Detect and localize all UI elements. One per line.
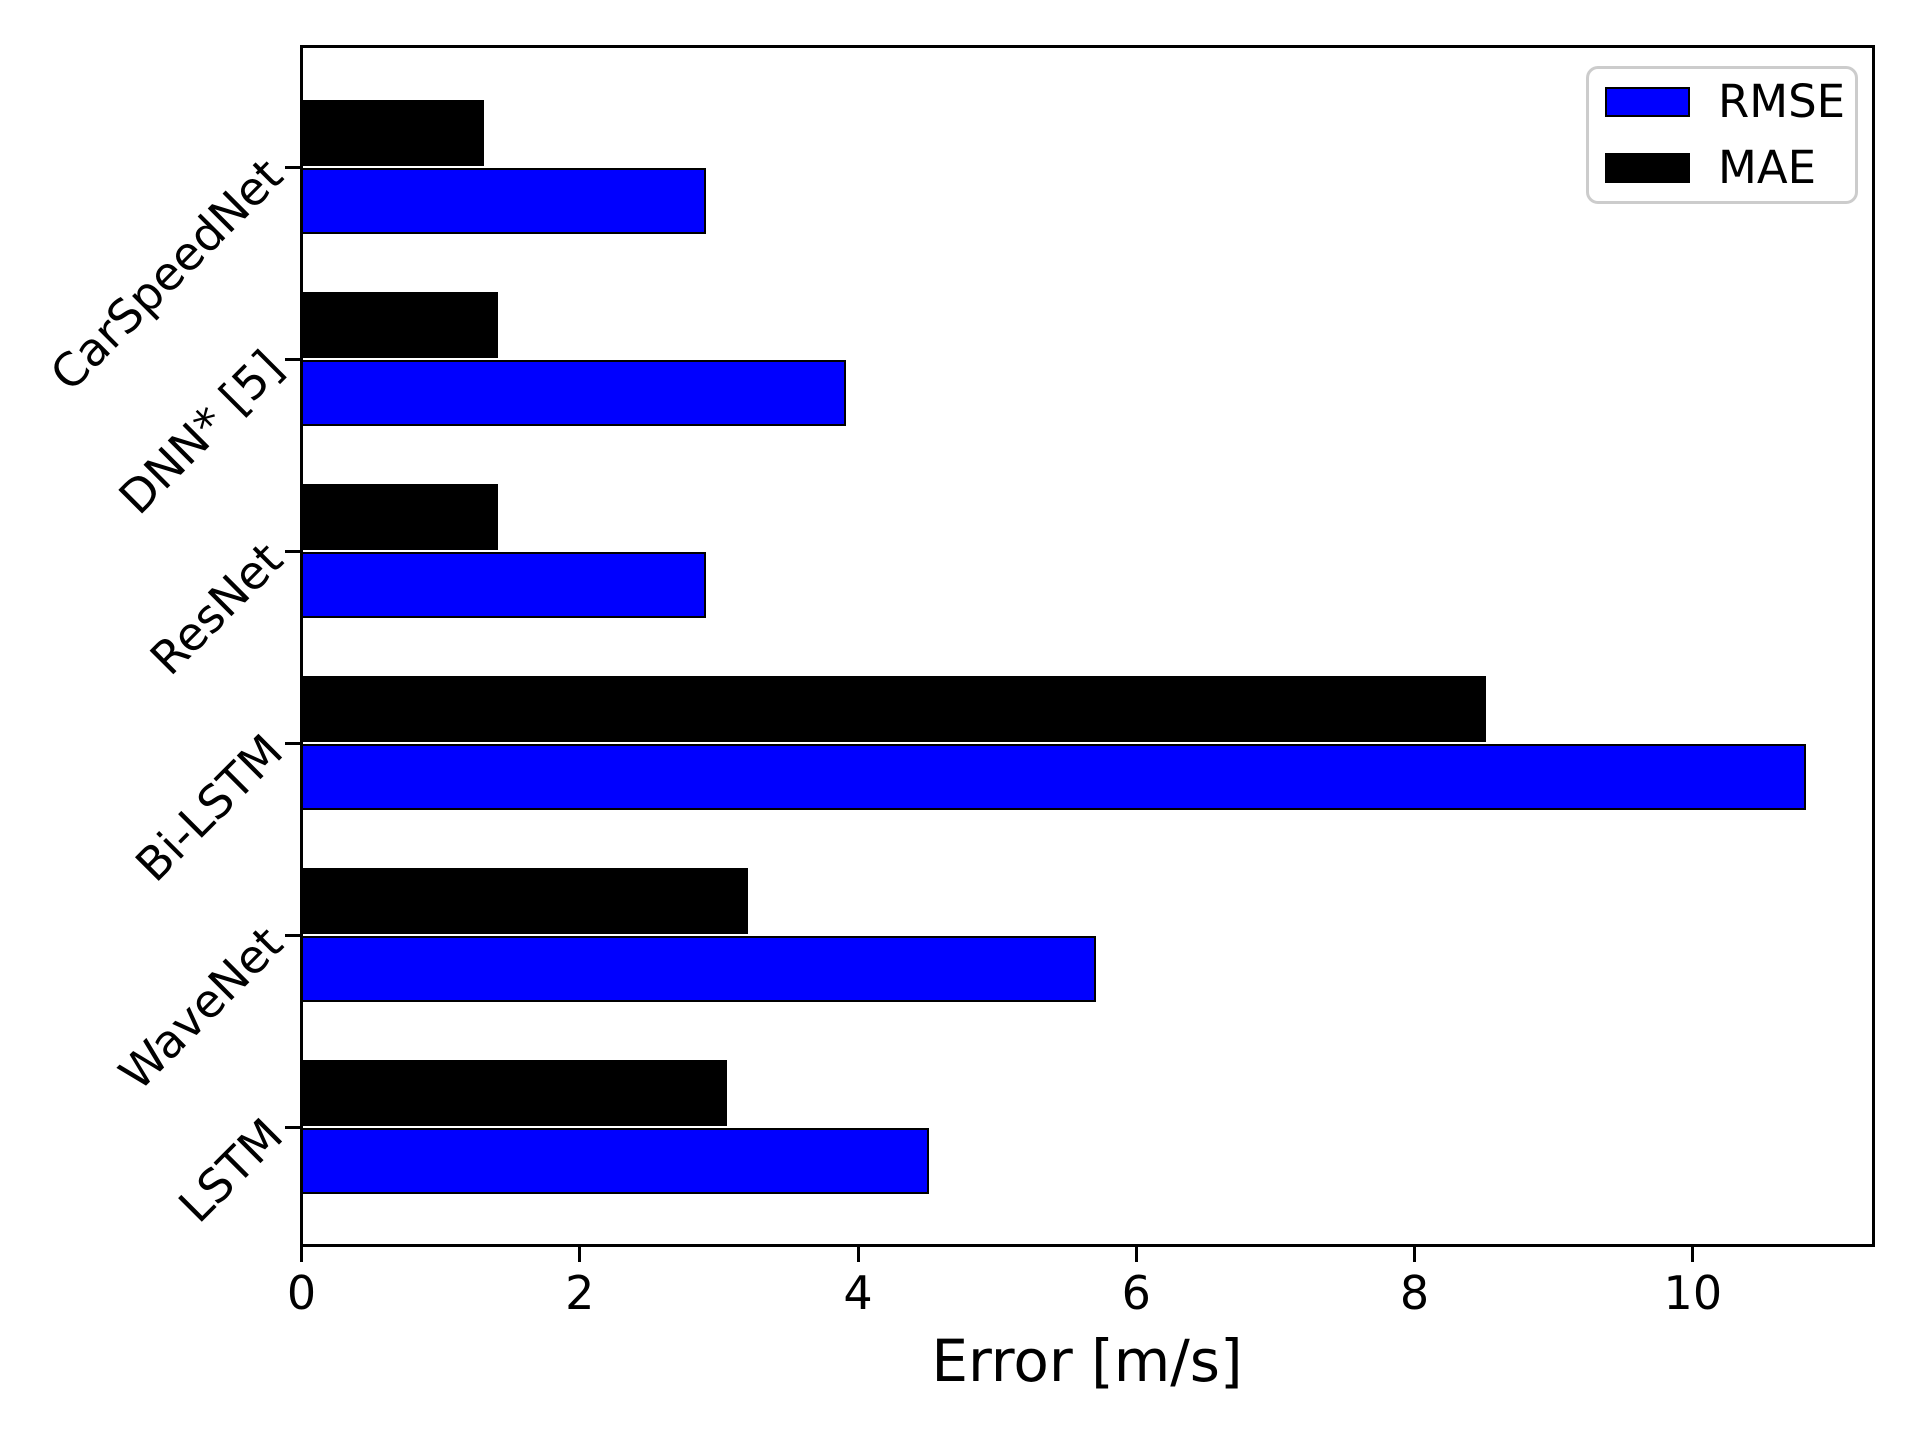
x-tick	[1134, 1247, 1138, 1262]
x-tick-label: 0	[286, 1266, 317, 1320]
bar-rmse-wavenet	[301, 936, 1097, 1002]
x-tick	[856, 1247, 860, 1262]
legend: RMSE MAE	[1586, 66, 1858, 204]
legend-swatch-mae	[1605, 153, 1690, 183]
legend-row-rmse: RMSE	[1605, 78, 1855, 126]
bar-rmse-dnn-5	[301, 360, 846, 426]
y-tick	[285, 933, 300, 937]
x-tick	[1691, 1247, 1695, 1262]
x-tick	[1413, 1247, 1417, 1262]
bar-mae-lstm	[301, 1060, 728, 1126]
bar-mae-wavenet	[301, 868, 749, 934]
bar-rmse-resnet	[301, 552, 707, 618]
bar-mae-dnn-5	[301, 292, 498, 358]
plot-area	[300, 45, 1875, 1247]
y-tick	[285, 165, 300, 169]
x-tick	[300, 1247, 303, 1262]
legend-row-mae: MAE	[1605, 144, 1855, 192]
bar-mae-carspeednet	[301, 100, 484, 166]
x-tick-label: 2	[565, 1266, 595, 1320]
x-tick	[578, 1247, 582, 1262]
bar-mae-bi-lstm	[301, 676, 1486, 742]
bar-rmse-carspeednet	[301, 168, 707, 234]
x-axis-title: Error [m/s]	[931, 1327, 1243, 1395]
x-tick-label: 10	[1663, 1266, 1723, 1320]
y-tick	[285, 549, 300, 553]
legend-label-mae: MAE	[1718, 141, 1817, 194]
x-tick-label: 8	[1399, 1266, 1430, 1320]
x-tick-label: 6	[1121, 1266, 1151, 1320]
y-tick	[285, 741, 300, 745]
y-tick	[285, 1125, 300, 1129]
legend-label-rmse: RMSE	[1718, 75, 1846, 128]
x-tick-label: 4	[843, 1266, 873, 1320]
y-tick	[285, 357, 300, 361]
bar-rmse-lstm	[301, 1128, 930, 1194]
legend-swatch-rmse	[1605, 87, 1690, 117]
bar-mae-resnet	[301, 484, 498, 550]
bar-rmse-bi-lstm	[301, 744, 1806, 810]
